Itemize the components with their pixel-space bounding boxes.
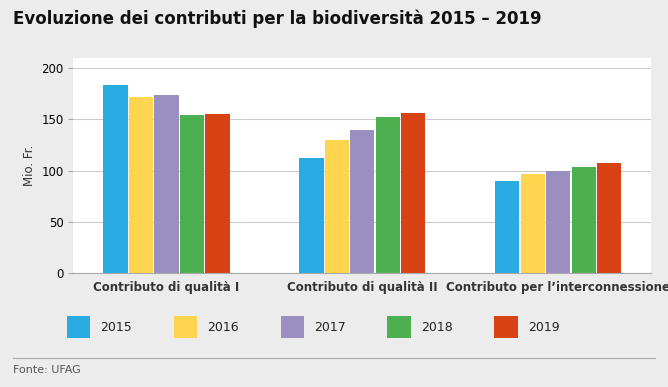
Bar bbox=[104, 85, 128, 273]
Bar bbox=[205, 114, 230, 273]
Bar bbox=[129, 97, 153, 273]
Bar bbox=[401, 113, 426, 273]
Y-axis label: Mio. Fr.: Mio. Fr. bbox=[23, 145, 36, 186]
Bar bbox=[546, 171, 570, 273]
Text: 2017: 2017 bbox=[314, 320, 346, 334]
Text: 2015: 2015 bbox=[100, 320, 132, 334]
Bar bbox=[376, 117, 400, 273]
Text: Fonte: UFAG: Fonte: UFAG bbox=[13, 365, 81, 375]
Bar bbox=[520, 174, 545, 273]
Bar bbox=[597, 163, 621, 273]
Bar bbox=[572, 168, 596, 273]
Text: 2019: 2019 bbox=[528, 320, 559, 334]
Bar bbox=[325, 140, 349, 273]
Bar bbox=[180, 115, 204, 273]
Bar bbox=[495, 181, 520, 273]
Bar bbox=[299, 158, 323, 273]
Text: 2018: 2018 bbox=[421, 320, 453, 334]
Bar bbox=[154, 95, 178, 273]
Text: Evoluzione dei contributi per la biodiversità 2015 – 2019: Evoluzione dei contributi per la biodive… bbox=[13, 10, 542, 28]
Bar bbox=[350, 130, 375, 273]
Text: 2016: 2016 bbox=[207, 320, 238, 334]
